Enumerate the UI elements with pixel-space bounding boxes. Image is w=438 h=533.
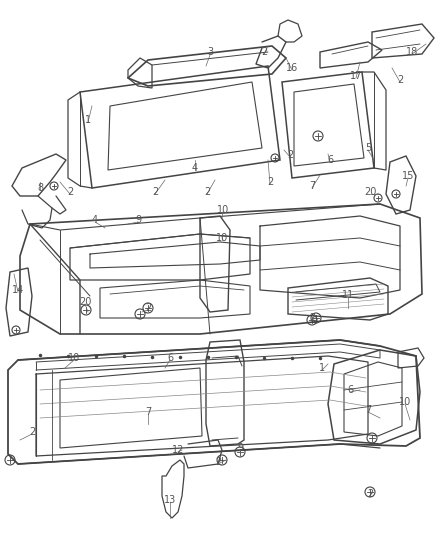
Text: 4: 4 [192,163,198,173]
Text: 8: 8 [37,183,43,193]
Text: 7: 7 [365,405,371,415]
Text: 5: 5 [365,143,371,153]
Text: 17: 17 [350,71,362,81]
Text: 9: 9 [237,443,243,453]
Text: 20: 20 [79,297,91,307]
Text: 12: 12 [172,445,184,455]
Text: 9: 9 [135,215,141,225]
Text: 1: 1 [85,115,91,125]
Text: 2: 2 [261,47,267,57]
Text: 10: 10 [217,205,229,215]
Text: 2: 2 [145,303,151,313]
Text: 18: 18 [406,47,418,57]
Text: 15: 15 [402,171,414,181]
Text: 6: 6 [167,353,173,363]
Text: 10: 10 [68,353,80,363]
Text: 4: 4 [92,215,98,225]
Text: 7: 7 [145,407,151,417]
Text: 2: 2 [215,457,221,467]
Text: 2: 2 [397,75,403,85]
Text: 10: 10 [216,233,228,243]
Text: 2: 2 [287,150,293,160]
Text: 6: 6 [347,385,353,395]
Text: 2: 2 [152,187,158,197]
Text: 2: 2 [309,313,315,323]
Text: 3: 3 [207,47,213,57]
Text: 2: 2 [267,177,273,187]
Text: 2: 2 [67,187,73,197]
Text: 20: 20 [364,187,376,197]
Text: 10: 10 [399,397,411,407]
Text: 7: 7 [309,181,315,191]
Text: 16: 16 [286,63,298,73]
Text: 2: 2 [204,187,210,197]
Text: 2: 2 [367,489,373,499]
Text: 6: 6 [327,155,333,165]
Text: 1: 1 [319,363,325,373]
Text: 14: 14 [12,285,24,295]
Text: 11: 11 [342,290,354,300]
Text: 2: 2 [29,427,35,437]
Text: 13: 13 [164,495,176,505]
